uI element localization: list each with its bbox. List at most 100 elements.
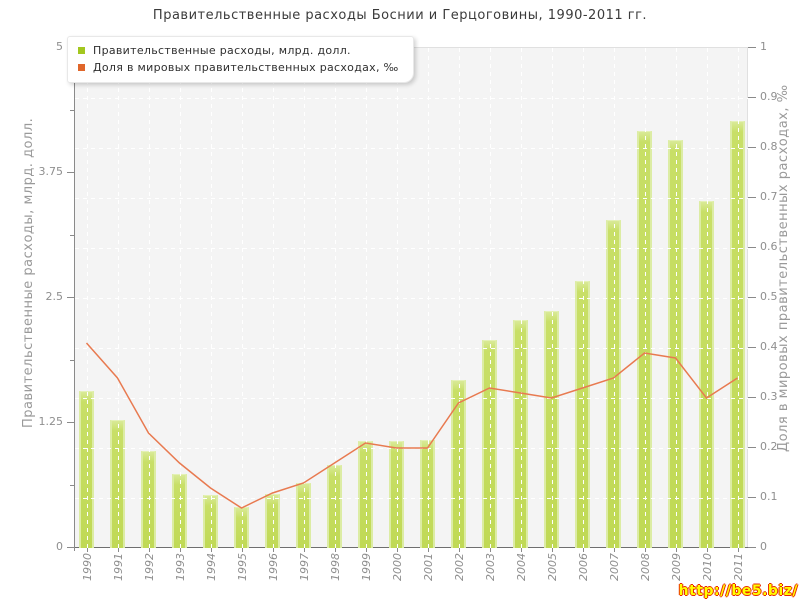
- x-tick-label: 1999: [359, 553, 373, 581]
- x-tick: [334, 548, 336, 552]
- x-tick: [427, 548, 429, 552]
- gridline-v: [396, 48, 398, 548]
- y-right-tick: [748, 347, 756, 348]
- x-tick-label: 2010: [700, 553, 714, 581]
- x-tick-label: 1997: [297, 553, 311, 581]
- y-right-tick: [748, 447, 756, 448]
- gridline-h: [75, 198, 748, 199]
- y-left-minor-tick: [70, 234, 75, 236]
- y-right-tick: [748, 97, 756, 98]
- chart-title: Правительственные расходы Боснии и Герцо…: [152, 8, 648, 23]
- line-layer: [85, 342, 738, 509]
- y-axis-left-line: [74, 47, 75, 551]
- gridline-v: [303, 48, 305, 548]
- legend-swatch: [78, 64, 85, 71]
- x-tick-label: 2000: [390, 553, 404, 581]
- x-tick-label: 2009: [669, 553, 683, 581]
- y-left-tick: [67, 172, 75, 173]
- gridline-v: [365, 48, 367, 548]
- y-right-tick-label: 0.7: [760, 190, 778, 203]
- x-tick: [210, 548, 212, 552]
- x-tick-label: 1992: [142, 553, 156, 581]
- x-tick-label: 2007: [607, 553, 621, 581]
- gridline-v: [520, 48, 522, 548]
- y-right-tick-label: 0.5: [760, 290, 778, 303]
- legend-item-label: Правительственные расходы, млрд. долл.: [93, 44, 351, 57]
- world-share-line: [85, 342, 738, 509]
- legend: Правительственные расходы, млрд. долл. Д…: [67, 36, 414, 83]
- gridline-v: [179, 48, 181, 548]
- x-tick-label: 1993: [173, 553, 187, 581]
- legend-swatch: [78, 47, 85, 54]
- x-tick: [520, 548, 522, 552]
- x-tick-label: 2001: [421, 553, 435, 581]
- x-tick: [737, 548, 739, 552]
- gridline-v: [613, 48, 615, 548]
- x-tick-label: 2008: [638, 553, 652, 581]
- watermark-link[interactable]: http://be5.biz/: [678, 583, 798, 599]
- x-tick: [675, 548, 677, 552]
- x-axis-line: [68, 547, 749, 548]
- x-tick: [706, 548, 708, 552]
- y-left-tick-label: 5: [56, 40, 63, 53]
- y-right-tick-label: 0.3: [760, 390, 778, 403]
- legend-item-expenditures[interactable]: Правительственные расходы, млрд. долл.: [78, 42, 399, 59]
- x-tick: [117, 548, 119, 552]
- y-right-tick: [748, 47, 756, 48]
- x-tick-label: 1998: [328, 553, 342, 581]
- y-right-tick: [748, 297, 756, 298]
- y-right-tick: [748, 247, 756, 248]
- x-tick: [613, 548, 615, 552]
- x-tick: [272, 548, 274, 552]
- gridline-v: [334, 48, 336, 548]
- y-right-tick-label: 0.4: [760, 340, 778, 353]
- gridline-h: [75, 498, 748, 499]
- y-right-tick: [748, 147, 756, 148]
- gridline-v: [551, 48, 553, 548]
- gridline-v: [86, 48, 88, 548]
- x-tick: [582, 548, 584, 552]
- x-tick-label: 1996: [266, 553, 280, 581]
- y-left-tick-label: 2.5: [45, 290, 64, 303]
- y-left-tick: [67, 547, 75, 548]
- x-tick-label: 2006: [576, 553, 590, 581]
- gridline-v: [489, 48, 491, 548]
- x-tick: [644, 548, 646, 552]
- gridline-h: [75, 248, 748, 249]
- y-right-tick-label: 1: [760, 40, 767, 53]
- x-tick: [86, 548, 88, 552]
- x-tick-label: 2003: [483, 553, 497, 581]
- y-left-tick-label: 3.75: [38, 165, 64, 178]
- y-right-tick: [748, 497, 756, 498]
- y-right-tick-label: 0.6: [760, 240, 778, 253]
- y-right-tick-label: 0.2: [760, 440, 778, 453]
- x-tick-label: 1995: [235, 553, 249, 581]
- gridline-v: [706, 48, 708, 548]
- plot-area: [75, 47, 748, 548]
- gridline-v: [117, 48, 119, 548]
- y-left-minor-tick: [70, 359, 75, 361]
- gridline-h: [75, 348, 748, 349]
- x-tick: [148, 548, 150, 552]
- gridline-v: [737, 48, 739, 548]
- x-tick-label: 1991: [111, 553, 125, 581]
- gridline-h: [75, 398, 748, 399]
- x-tick-label: 2004: [514, 553, 528, 581]
- y-axis-left-title: Правительственные расходы, млрд. долл.: [21, 117, 36, 428]
- y-right-tick: [748, 197, 756, 198]
- legend-item-world-share[interactable]: Доля в мировых правительственных расхода…: [78, 59, 399, 76]
- y-right-tick: [748, 547, 756, 548]
- x-tick-label: 2002: [452, 553, 466, 581]
- x-tick: [396, 548, 398, 552]
- x-tick-label: 2011: [731, 553, 745, 581]
- y-left-tick-label: 1.25: [38, 415, 64, 428]
- x-tick: [365, 548, 367, 552]
- gridline-v: [210, 48, 212, 548]
- gridline-v: [272, 48, 274, 548]
- x-tick: [458, 548, 460, 552]
- x-tick-label: 1990: [80, 553, 94, 581]
- y-right-tick-label: 0.8: [760, 140, 778, 153]
- gridline-v: [427, 48, 429, 548]
- x-tick-label: 2005: [545, 553, 559, 581]
